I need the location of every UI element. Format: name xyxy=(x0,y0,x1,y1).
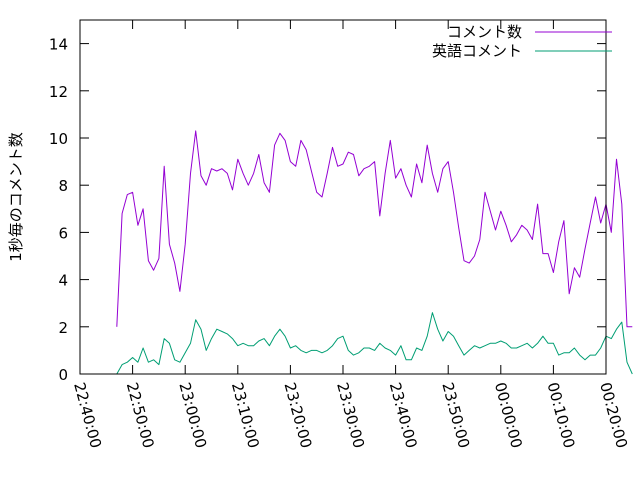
y-axis: 0 2 4 6 8 10 12 14 xyxy=(49,36,606,384)
series-line-1 xyxy=(116,312,633,375)
y-tick-label: 2 xyxy=(58,319,68,337)
y-axis-label: 1秒毎のコメント数 xyxy=(7,132,25,262)
y-tick-label: 6 xyxy=(58,224,68,242)
y-tick-label: 12 xyxy=(49,83,68,101)
series-line-0 xyxy=(116,130,633,328)
legend-label: 英語コメント xyxy=(432,42,522,60)
y-tick-label: 4 xyxy=(58,272,68,290)
y-tick-label: 14 xyxy=(49,36,68,54)
legend-label: コメント数 xyxy=(447,23,522,41)
y-tick-label: 8 xyxy=(58,177,68,195)
y-tick-label: 0 xyxy=(58,366,68,384)
y-tick-label: 10 xyxy=(49,130,68,148)
series-layer xyxy=(116,130,633,375)
